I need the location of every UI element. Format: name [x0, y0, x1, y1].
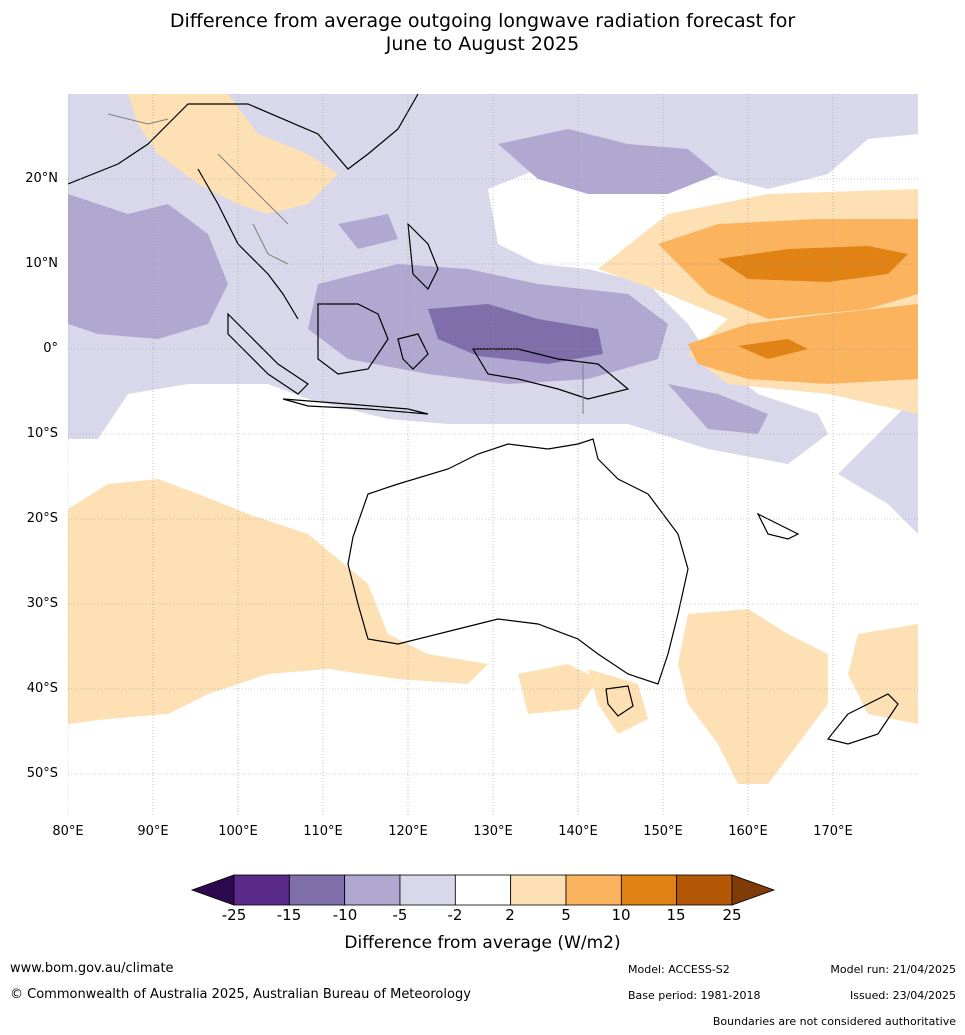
model-run-text: Model run: 21/04/2025 [830, 963, 956, 976]
graticule [68, 94, 918, 816]
disclaimer-text: Boundaries are not considered authoritat… [712, 1015, 956, 1028]
lon-label-120e: 120°E [388, 824, 428, 839]
colorbar-tick-7: 5 [561, 906, 571, 924]
olr-anomaly-map [68, 94, 918, 816]
title-line-2: June to August 2025 [385, 33, 580, 55]
colorbar-tick-3: -10 [332, 906, 358, 924]
issued-text: Issued: 23/04/2025 [849, 989, 956, 1002]
colorbar-tick-1: -25 [221, 906, 247, 924]
anomaly-dark-purple [428, 304, 603, 364]
lat-label-20s: 20°S [26, 511, 58, 526]
colorbar-cell [676, 874, 733, 906]
model-text: Model: ACCESS-S2 [628, 963, 730, 976]
lon-label-170e: 170°E [813, 824, 853, 839]
copyright-text: © Commonwealth of Australia 2025, Austra… [10, 987, 471, 1002]
colorbar-tick-6: 2 [505, 906, 515, 924]
title-line-1: Difference from average outgoing longwav… [169, 10, 796, 32]
lat-label-40s: 40°S [26, 681, 58, 696]
colorbar-cell [510, 874, 567, 906]
country-borders [107, 113, 584, 414]
lat-label-10s: 10°S [26, 426, 58, 441]
colorbar-tick-9: 15 [666, 906, 686, 924]
colorbar-cells [190, 874, 776, 906]
colorbar-tick-10: 25 [722, 906, 742, 924]
lat-label-30s: 30°S [26, 596, 58, 611]
colorbar-tick-2: -15 [276, 906, 302, 924]
map-title: Difference from average outgoing longwav… [0, 10, 965, 56]
colorbar-cell [399, 874, 456, 906]
colorbar-extend-low [190, 874, 235, 906]
colorbar-extend-high [731, 874, 776, 906]
lon-label-150e: 150°E [643, 824, 683, 839]
lon-label-130e: 130°E [473, 824, 513, 839]
lon-label-90e: 90°E [137, 824, 169, 839]
colorbar-cell [233, 874, 290, 906]
colorbar-tick-8: 10 [611, 906, 631, 924]
lon-label-100e: 100°E [218, 824, 258, 839]
colorbar-cell [344, 874, 401, 906]
lat-label-0: 0° [43, 341, 58, 356]
colorbar [190, 874, 776, 906]
lon-label-140e: 140°E [558, 824, 598, 839]
colorbar-label: Difference from average (W/m2) [344, 933, 621, 953]
base-period-text: Base period: 1981-2018 [628, 989, 761, 1002]
lon-label-80e: 80°E [52, 824, 84, 839]
lat-label-50s: 50°S [26, 766, 58, 781]
colorbar-cell [454, 874, 512, 906]
website-link[interactable]: www.bom.gov.au/climate [10, 961, 174, 976]
lon-label-110e: 110°E [303, 824, 343, 839]
colorbar-tick-5: -2 [447, 906, 463, 924]
colorbar-tick-4: -5 [392, 906, 408, 924]
colorbar-cell [565, 874, 622, 906]
lat-label-20n: 20°N [25, 171, 58, 186]
map-canvas [68, 94, 918, 816]
lat-label-10n: 10°N [25, 256, 58, 271]
colorbar-cell [620, 874, 678, 906]
lon-label-160e: 160°E [728, 824, 768, 839]
colorbar-cell [288, 874, 346, 906]
